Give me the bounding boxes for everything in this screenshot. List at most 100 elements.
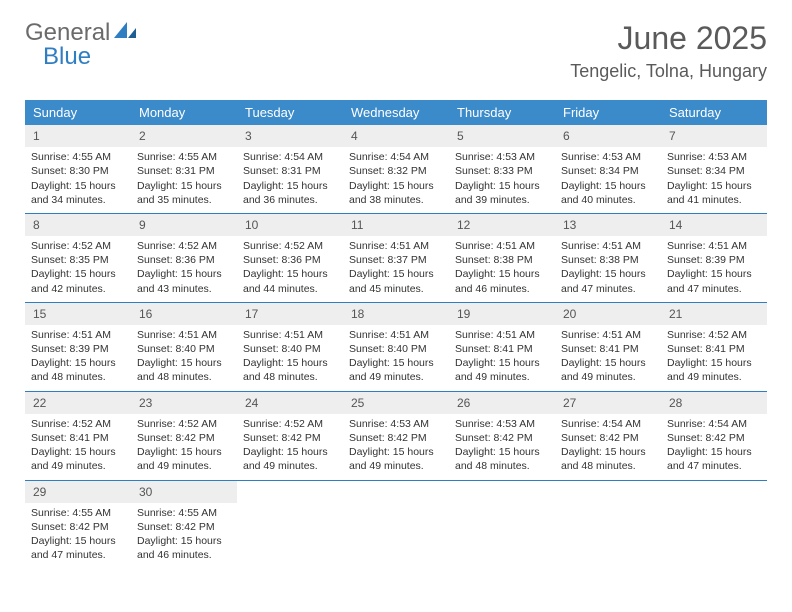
daylight-text: and 48 minutes. bbox=[137, 370, 231, 384]
day-body: Sunrise: 4:55 AMSunset: 8:42 PMDaylight:… bbox=[131, 506, 237, 563]
daylight-text: Daylight: 15 hours bbox=[561, 445, 655, 459]
calendar-page: General Blue June 2025 Tengelic, Tolna, … bbox=[0, 0, 792, 588]
day-cell: 29Sunrise: 4:55 AMSunset: 8:42 PMDayligh… bbox=[25, 481, 131, 569]
sunset-text: Sunset: 8:42 PM bbox=[455, 431, 549, 445]
sail-icon bbox=[112, 20, 138, 45]
day-cell: 30Sunrise: 4:55 AMSunset: 8:42 PMDayligh… bbox=[131, 481, 237, 569]
sunset-text: Sunset: 8:39 PM bbox=[31, 342, 125, 356]
daylight-text: and 49 minutes. bbox=[349, 370, 443, 384]
day-cell: 21Sunrise: 4:52 AMSunset: 8:41 PMDayligh… bbox=[661, 303, 767, 391]
daylight-text: Daylight: 15 hours bbox=[31, 534, 125, 548]
day-body: Sunrise: 4:55 AMSunset: 8:30 PMDaylight:… bbox=[25, 150, 131, 207]
week-row: 15Sunrise: 4:51 AMSunset: 8:39 PMDayligh… bbox=[25, 303, 767, 392]
daylight-text: and 49 minutes. bbox=[31, 459, 125, 473]
day-cell: 28Sunrise: 4:54 AMSunset: 8:42 PMDayligh… bbox=[661, 392, 767, 480]
day-number: 13 bbox=[555, 214, 661, 236]
daylight-text: and 41 minutes. bbox=[667, 193, 761, 207]
day-number: 24 bbox=[237, 392, 343, 414]
sunset-text: Sunset: 8:36 PM bbox=[243, 253, 337, 267]
daylight-text: Daylight: 15 hours bbox=[137, 445, 231, 459]
sunset-text: Sunset: 8:37 PM bbox=[349, 253, 443, 267]
sunrise-text: Sunrise: 4:55 AM bbox=[137, 506, 231, 520]
sunset-text: Sunset: 8:41 PM bbox=[455, 342, 549, 356]
sunrise-text: Sunrise: 4:52 AM bbox=[137, 417, 231, 431]
daylight-text: and 49 minutes. bbox=[455, 370, 549, 384]
sunrise-text: Sunrise: 4:53 AM bbox=[349, 417, 443, 431]
day-body: Sunrise: 4:51 AMSunset: 8:38 PMDaylight:… bbox=[555, 239, 661, 296]
day-cell: 24Sunrise: 4:52 AMSunset: 8:42 PMDayligh… bbox=[237, 392, 343, 480]
sunrise-text: Sunrise: 4:51 AM bbox=[243, 328, 337, 342]
day-cell: 7Sunrise: 4:53 AMSunset: 8:34 PMDaylight… bbox=[661, 125, 767, 213]
daylight-text: Daylight: 15 hours bbox=[667, 179, 761, 193]
sunrise-text: Sunrise: 4:51 AM bbox=[349, 239, 443, 253]
day-header-row: SundayMondayTuesdayWednesdayThursdayFrid… bbox=[25, 100, 767, 125]
day-body: Sunrise: 4:55 AMSunset: 8:42 PMDaylight:… bbox=[25, 506, 131, 563]
sunset-text: Sunset: 8:34 PM bbox=[667, 164, 761, 178]
day-number: 16 bbox=[131, 303, 237, 325]
daylight-text: Daylight: 15 hours bbox=[349, 356, 443, 370]
day-cell: 20Sunrise: 4:51 AMSunset: 8:41 PMDayligh… bbox=[555, 303, 661, 391]
logo-text-general: General bbox=[25, 19, 110, 46]
header: General Blue June 2025 Tengelic, Tolna, … bbox=[25, 20, 767, 82]
day-body: Sunrise: 4:54 AMSunset: 8:42 PMDaylight:… bbox=[555, 417, 661, 474]
day-cell: 19Sunrise: 4:51 AMSunset: 8:41 PMDayligh… bbox=[449, 303, 555, 391]
day-header-cell: Monday bbox=[131, 100, 237, 125]
day-body: Sunrise: 4:51 AMSunset: 8:38 PMDaylight:… bbox=[449, 239, 555, 296]
daylight-text: Daylight: 15 hours bbox=[667, 445, 761, 459]
daylight-text: and 49 minutes. bbox=[561, 370, 655, 384]
daylight-text: and 40 minutes. bbox=[561, 193, 655, 207]
sunrise-text: Sunrise: 4:54 AM bbox=[349, 150, 443, 164]
sunrise-text: Sunrise: 4:54 AM bbox=[561, 417, 655, 431]
day-header-cell: Thursday bbox=[449, 100, 555, 125]
day-cell: 8Sunrise: 4:52 AMSunset: 8:35 PMDaylight… bbox=[25, 214, 131, 302]
daylight-text: Daylight: 15 hours bbox=[31, 179, 125, 193]
daylight-text: and 48 minutes. bbox=[561, 459, 655, 473]
day-cell bbox=[555, 481, 661, 569]
day-cell: 5Sunrise: 4:53 AMSunset: 8:33 PMDaylight… bbox=[449, 125, 555, 213]
day-cell bbox=[343, 481, 449, 569]
daylight-text: and 47 minutes. bbox=[561, 282, 655, 296]
day-number: 5 bbox=[449, 125, 555, 147]
sunrise-text: Sunrise: 4:52 AM bbox=[31, 417, 125, 431]
sunrise-text: Sunrise: 4:53 AM bbox=[455, 417, 549, 431]
day-number: 28 bbox=[661, 392, 767, 414]
day-body: Sunrise: 4:53 AMSunset: 8:42 PMDaylight:… bbox=[343, 417, 449, 474]
daylight-text: Daylight: 15 hours bbox=[455, 445, 549, 459]
sunrise-text: Sunrise: 4:51 AM bbox=[31, 328, 125, 342]
day-number: 17 bbox=[237, 303, 343, 325]
daylight-text: Daylight: 15 hours bbox=[667, 356, 761, 370]
month-title: June 2025 bbox=[570, 20, 767, 57]
day-cell bbox=[449, 481, 555, 569]
day-body: Sunrise: 4:53 AMSunset: 8:42 PMDaylight:… bbox=[449, 417, 555, 474]
day-number: 19 bbox=[449, 303, 555, 325]
sunrise-text: Sunrise: 4:53 AM bbox=[455, 150, 549, 164]
daylight-text: Daylight: 15 hours bbox=[561, 179, 655, 193]
daylight-text: Daylight: 15 hours bbox=[31, 445, 125, 459]
day-cell: 16Sunrise: 4:51 AMSunset: 8:40 PMDayligh… bbox=[131, 303, 237, 391]
day-number: 1 bbox=[25, 125, 131, 147]
day-body: Sunrise: 4:52 AMSunset: 8:41 PMDaylight:… bbox=[25, 417, 131, 474]
day-number: 12 bbox=[449, 214, 555, 236]
logo-text-blue: Blue bbox=[43, 43, 91, 70]
day-number: 7 bbox=[661, 125, 767, 147]
daylight-text: Daylight: 15 hours bbox=[243, 356, 337, 370]
day-cell: 6Sunrise: 4:53 AMSunset: 8:34 PMDaylight… bbox=[555, 125, 661, 213]
daylight-text: and 39 minutes. bbox=[455, 193, 549, 207]
daylight-text: and 46 minutes. bbox=[137, 548, 231, 562]
daylight-text: and 36 minutes. bbox=[243, 193, 337, 207]
day-body: Sunrise: 4:51 AMSunset: 8:40 PMDaylight:… bbox=[237, 328, 343, 385]
day-number: 4 bbox=[343, 125, 449, 147]
location-text: Tengelic, Tolna, Hungary bbox=[570, 61, 767, 82]
sunrise-text: Sunrise: 4:51 AM bbox=[667, 239, 761, 253]
daylight-text: Daylight: 15 hours bbox=[349, 267, 443, 281]
daylight-text: Daylight: 15 hours bbox=[349, 445, 443, 459]
daylight-text: Daylight: 15 hours bbox=[31, 267, 125, 281]
week-row: 29Sunrise: 4:55 AMSunset: 8:42 PMDayligh… bbox=[25, 481, 767, 569]
day-cell: 25Sunrise: 4:53 AMSunset: 8:42 PMDayligh… bbox=[343, 392, 449, 480]
sunrise-text: Sunrise: 4:51 AM bbox=[561, 239, 655, 253]
day-number: 23 bbox=[131, 392, 237, 414]
sunset-text: Sunset: 8:42 PM bbox=[561, 431, 655, 445]
sunrise-text: Sunrise: 4:54 AM bbox=[667, 417, 761, 431]
daylight-text: Daylight: 15 hours bbox=[667, 267, 761, 281]
day-body: Sunrise: 4:51 AMSunset: 8:40 PMDaylight:… bbox=[343, 328, 449, 385]
